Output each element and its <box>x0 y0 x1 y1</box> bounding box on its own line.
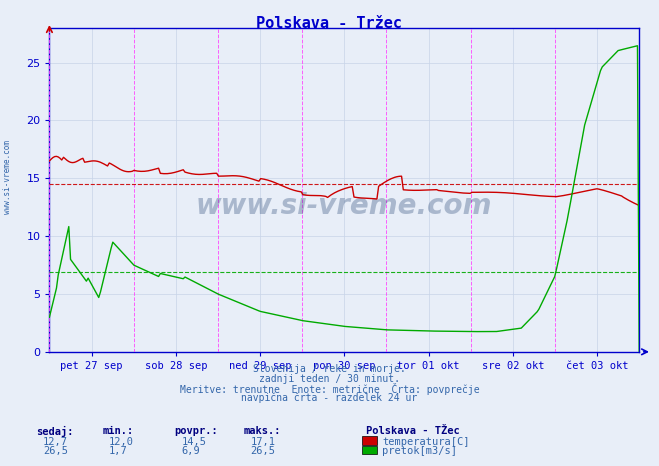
Text: 12,0: 12,0 <box>109 437 134 446</box>
Text: www.si-vreme.com: www.si-vreme.com <box>196 192 492 220</box>
Text: sedaj:: sedaj: <box>36 426 74 438</box>
Text: 17,1: 17,1 <box>250 437 275 446</box>
Text: navpična črta - razdelek 24 ur: navpična črta - razdelek 24 ur <box>241 392 418 403</box>
Text: 1,7: 1,7 <box>109 446 127 456</box>
Text: 26,5: 26,5 <box>43 446 68 456</box>
Text: 12,7: 12,7 <box>43 437 68 446</box>
Text: min.:: min.: <box>102 426 133 436</box>
Text: pretok[m3/s]: pretok[m3/s] <box>382 446 457 456</box>
Text: Slovenija / reke in morje.: Slovenija / reke in morje. <box>253 364 406 374</box>
Text: www.si-vreme.com: www.si-vreme.com <box>3 140 13 214</box>
Text: maks.:: maks.: <box>244 426 281 436</box>
Text: povpr.:: povpr.: <box>175 426 218 436</box>
Text: 26,5: 26,5 <box>250 446 275 456</box>
Text: Polskava - Tržec: Polskava - Tržec <box>256 16 403 31</box>
Text: temperatura[C]: temperatura[C] <box>382 437 470 446</box>
Text: 14,5: 14,5 <box>181 437 206 446</box>
Text: zadnji teden / 30 minut.: zadnji teden / 30 minut. <box>259 374 400 384</box>
Text: Meritve: trenutne  Enote: metrične  Črta: povprečje: Meritve: trenutne Enote: metrične Črta: … <box>180 383 479 395</box>
Text: Polskava - TŽec: Polskava - TŽec <box>366 426 459 436</box>
Text: 6,9: 6,9 <box>181 446 200 456</box>
